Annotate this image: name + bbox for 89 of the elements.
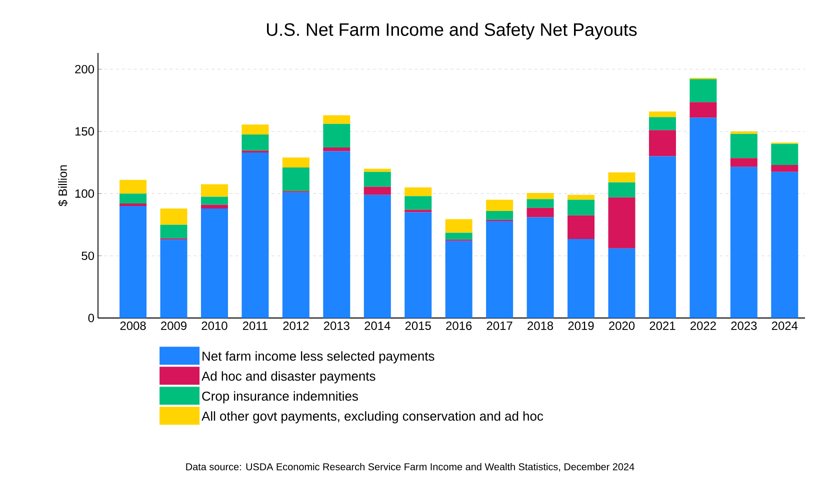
x-tick-label: 2018: [528, 322, 554, 330]
bar: [648, 117, 676, 130]
bar: [323, 148, 350, 152]
bar: [526, 217, 554, 318]
x-tick-label: 2023: [731, 322, 757, 330]
bar: [648, 156, 676, 318]
bar: [364, 168, 391, 172]
bar: [323, 151, 350, 318]
y-axis-title: $ Billion: [58, 165, 68, 206]
bar: [608, 248, 636, 318]
bar: [568, 200, 595, 216]
x-tick-label: 2012: [283, 322, 309, 330]
bar: [120, 204, 147, 206]
bar: [771, 144, 798, 165]
legend-label: All other govt payments, excluding conservation and ad hoc: [202, 411, 544, 424]
x-tick-label: 2015: [405, 322, 431, 330]
bar: [200, 208, 228, 318]
source-note: Data source: USDA Economic Research Service Farm Income and Wealth Statistics, December 2024: [186, 462, 634, 472]
bar: [568, 238, 595, 318]
bar: [730, 134, 758, 158]
bar: [486, 220, 514, 318]
x-tick-label: 2017: [486, 322, 512, 330]
bar: [160, 224, 188, 238]
bar: [608, 197, 636, 248]
bar: [690, 118, 717, 318]
y-tick-label: 0: [88, 314, 94, 322]
bar: [690, 79, 717, 102]
bar: [648, 111, 676, 118]
y-tick-label: 200: [75, 64, 94, 74]
bar: [445, 232, 472, 240]
bar: [730, 158, 758, 167]
bar: [690, 102, 717, 118]
x-tick-label: 2009: [161, 322, 186, 330]
x-tick-label: 2020: [609, 322, 635, 330]
legend-label: Crop insurance indemnities: [202, 391, 358, 404]
bar: [242, 134, 269, 151]
bar: [404, 196, 432, 210]
x-tick-label: 2010: [202, 322, 228, 330]
bar: [568, 194, 595, 200]
bar: [200, 196, 228, 205]
bar: [771, 164, 798, 172]
bar: [730, 131, 758, 134]
bar: [526, 199, 554, 208]
bar: [323, 115, 350, 124]
bar: [282, 158, 310, 168]
bar: [771, 172, 798, 318]
x-tick-label: 2022: [690, 322, 716, 330]
y-tick-label: 50: [82, 252, 94, 260]
x-tick-label: 2019: [568, 322, 594, 330]
x-tick-label: 2013: [324, 322, 350, 330]
bar: [364, 186, 391, 195]
bar: [282, 192, 310, 318]
bar: [200, 204, 228, 209]
legend-label: Ad hoc and disaster payments: [202, 371, 376, 384]
legend-label: Net farm income less selected payments: [202, 351, 434, 364]
x-tick-label: 2014: [364, 322, 390, 330]
x-tick-label: 2016: [446, 322, 472, 330]
bar: [364, 194, 391, 318]
bar: [282, 167, 310, 192]
bar: [568, 215, 595, 239]
bar: [242, 152, 269, 318]
x-tick-label: 2011: [242, 322, 268, 330]
x-tick-label: 2024: [772, 322, 798, 330]
bar: [120, 206, 147, 318]
bar: [608, 182, 636, 198]
x-tick-label: 2008: [120, 322, 146, 330]
y-tick-label: 100: [75, 189, 94, 198]
bar: [486, 211, 514, 220]
bar: [486, 200, 514, 212]
bar: [445, 240, 472, 318]
bar: [200, 184, 228, 197]
bar: [160, 208, 188, 225]
bar: [404, 212, 432, 318]
bar: [160, 240, 188, 318]
bar: [526, 192, 554, 200]
bar: [120, 180, 147, 194]
bar: [445, 219, 472, 233]
bar: [404, 187, 432, 196]
bar: [526, 208, 554, 218]
bar: [323, 124, 350, 148]
x-tick-label: 2021: [650, 322, 676, 330]
bar: [120, 194, 147, 204]
y-tick-label: 150: [75, 127, 94, 136]
chart-title: U.S. Net Farm Income and Safety Net Payouts: [267, 22, 637, 40]
bar: [608, 172, 636, 182]
bar: [242, 124, 269, 134]
bar: [364, 172, 391, 187]
bar: [730, 166, 758, 318]
bar: [648, 130, 676, 156]
